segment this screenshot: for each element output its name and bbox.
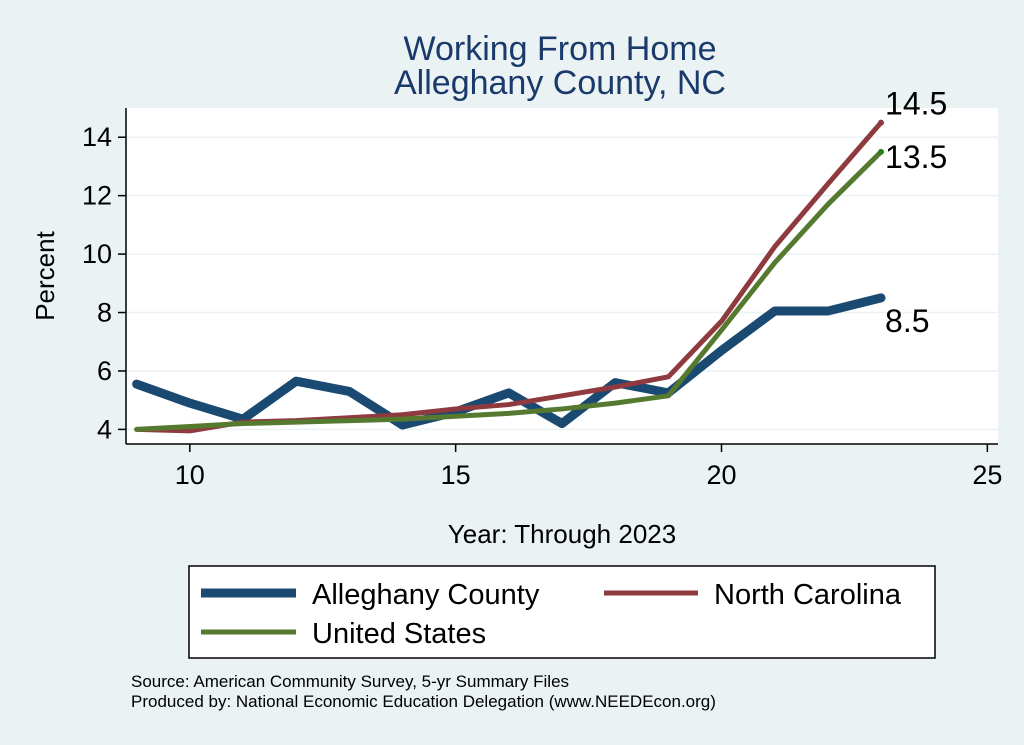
series-lines bbox=[132, 120, 886, 434]
end-point-marker bbox=[878, 148, 885, 155]
y-axis-label: Percent bbox=[30, 230, 60, 320]
chart-title-line-1: Working From Home bbox=[404, 30, 717, 68]
y-tick-label: 12 bbox=[82, 181, 112, 211]
y-tick-label: 14 bbox=[82, 122, 112, 152]
x-tick-label: 10 bbox=[175, 460, 205, 490]
end-point-marker bbox=[878, 119, 885, 126]
end-value-label: 13.5 bbox=[885, 139, 947, 175]
x-axis-label: Year: Through 2023 bbox=[448, 519, 676, 549]
series-line-united-states bbox=[134, 149, 884, 432]
end-labels: 14.5 13.5 8.5 bbox=[878, 86, 947, 339]
legend-label-united-states: United States bbox=[312, 618, 486, 650]
axes bbox=[118, 108, 998, 452]
y-tick-label: 10 bbox=[82, 239, 112, 269]
chart-title-line-2: Alleghany County, NC bbox=[394, 64, 726, 102]
x-tick-label: 15 bbox=[441, 460, 471, 490]
legend-box bbox=[188, 565, 936, 659]
legend: Alleghany County North Carolina United S… bbox=[188, 565, 936, 659]
legend-label-north-carolina: North Carolina bbox=[714, 579, 902, 611]
grid-lines bbox=[126, 136, 998, 431]
plot-area bbox=[126, 108, 998, 444]
y-tick-label: 8 bbox=[97, 298, 112, 328]
end-value-label: 14.5 bbox=[885, 86, 947, 122]
series-line-alleghany-county bbox=[132, 293, 886, 430]
y-tick-label: 4 bbox=[97, 414, 112, 444]
source-line-1: Source: American Community Survey, 5-yr … bbox=[131, 672, 569, 691]
source-line-2: Produced by: National Economic Education… bbox=[131, 692, 716, 711]
tick-labels: 4 6 8 10 12 14 10 15 20 25 bbox=[82, 122, 1002, 490]
end-point-marker bbox=[878, 294, 885, 301]
legend-label-alleghany: Alleghany County bbox=[312, 579, 540, 611]
end-value-label: 8.5 bbox=[885, 303, 929, 339]
y-tick-label: 6 bbox=[97, 356, 112, 386]
x-tick-label: 20 bbox=[706, 460, 736, 490]
x-tick-label: 25 bbox=[972, 460, 1002, 490]
